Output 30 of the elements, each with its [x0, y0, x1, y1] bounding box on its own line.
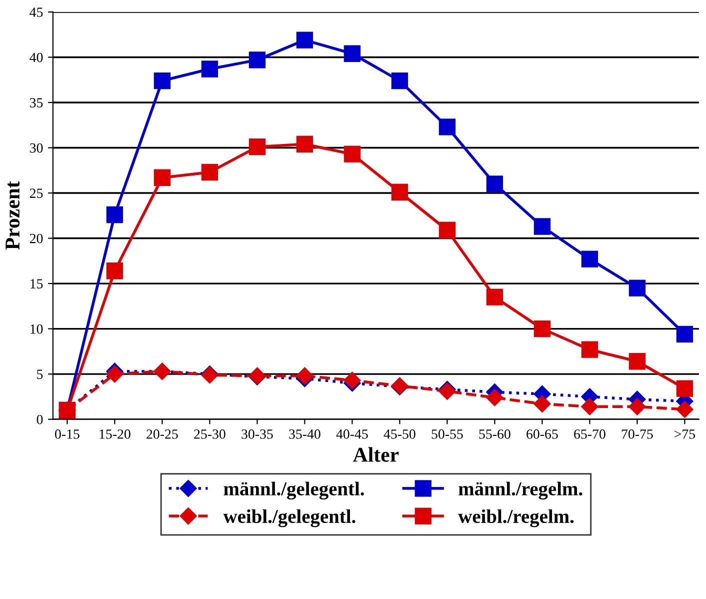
- legend-label: männl./gelegentl.: [224, 482, 364, 500]
- x-tick-label: 0-15: [55, 429, 80, 439]
- y-tick-label: 0: [36, 414, 43, 424]
- x-tick-label: >75: [674, 430, 696, 439]
- x-tick-label: 15-20: [100, 429, 130, 439]
- y-tick-label: 30: [30, 143, 43, 153]
- y-tick-label: 10: [30, 324, 43, 334]
- legend-label: weibl./gelegentl.: [223, 509, 356, 528]
- y-tick-label: 15: [30, 279, 43, 288]
- x-axis-title: Alter: [353, 447, 399, 462]
- y-tick-label: 5: [37, 370, 43, 379]
- y-tick-label: 20: [30, 234, 43, 244]
- x-tick-label: 25-30: [194, 429, 226, 439]
- x-tick-label: 55-60: [479, 429, 510, 439]
- legend-label: männl./regelm.: [458, 482, 582, 500]
- y-tick-label: 40: [30, 52, 43, 62]
- x-tick-label: 70-75: [622, 429, 653, 439]
- y-tick-label: 45: [30, 8, 43, 17]
- legend-label: weibl./regelm.: [458, 509, 574, 528]
- x-tick-label: 45-50: [384, 429, 416, 439]
- x-tick-label: 60-65: [526, 429, 558, 439]
- x-tick-label: 40-45: [336, 429, 368, 439]
- y-tick-label: 25: [30, 188, 43, 198]
- y-tick-label: 35: [30, 98, 43, 108]
- x-tick-label: 20-25: [146, 429, 178, 439]
- y-axis-title: Prozent: [6, 181, 20, 250]
- x-tick-label: 35-40: [289, 429, 320, 439]
- x-tick-label: 30-35: [242, 429, 273, 439]
- x-tick-label: 65-70: [574, 429, 606, 439]
- x-tick-label: 50-55: [432, 429, 463, 439]
